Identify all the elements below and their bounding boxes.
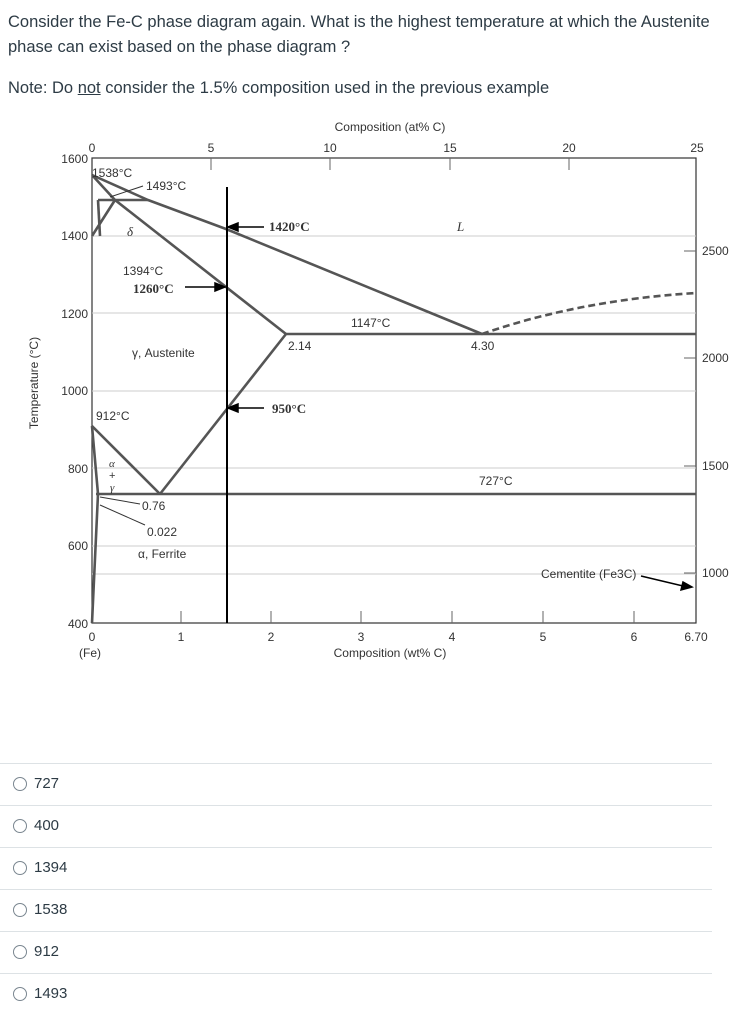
left-tick-600: 600 xyxy=(68,539,88,553)
label-076: 0.76 xyxy=(142,499,166,513)
top-axis-title: Composition (at% C) xyxy=(335,120,446,134)
acm-line xyxy=(158,333,288,495)
label-1538: 1538°C xyxy=(92,166,132,180)
option-label[interactable]: 400 xyxy=(34,817,60,834)
label-727: 727°C xyxy=(479,474,513,488)
left-tick-1400: 1400 xyxy=(61,229,88,243)
radio-button[interactable] xyxy=(13,987,27,1001)
label-1394: 1394°C xyxy=(123,264,163,278)
label-1420: 1420°C xyxy=(269,219,310,234)
bottom-tick-5: 5 xyxy=(540,630,547,644)
question-text: Consider the Fe-C phase diagram again. W… xyxy=(8,13,710,56)
bottom-tick-1: 1 xyxy=(178,630,185,644)
fe-c-phase-diagram: Composition (at% C) 0 5 10 15 20 25 Temp… xyxy=(27,120,729,660)
right-tick-2000: 2000 xyxy=(702,351,729,365)
right-tick-2500: 2500 xyxy=(702,244,729,258)
bottom-tick-marks xyxy=(180,611,635,623)
top-tick-25: 25 xyxy=(690,141,704,155)
right-tick-1000: 1000 xyxy=(702,566,729,580)
bottom-tick-2: 2 xyxy=(268,630,275,644)
top-tick-15: 15 xyxy=(443,141,457,155)
label-liquid: L xyxy=(456,219,464,234)
note-suffix: consider the 1.5% composition used in th… xyxy=(100,79,550,97)
bottom-tick-3: 3 xyxy=(358,630,365,644)
label-austenite: γ, Austenite xyxy=(132,346,195,360)
left-tick-1000: 1000 xyxy=(61,384,88,398)
option-727[interactable]: 727 xyxy=(0,763,712,805)
top-tick-20: 20 xyxy=(562,141,576,155)
option-label[interactable]: 1493 xyxy=(34,985,68,1002)
question-note: Note: Do not consider the 1.5% compositi… xyxy=(8,79,549,98)
left-tick-1200: 1200 xyxy=(61,307,88,321)
radio-button[interactable] xyxy=(13,945,27,959)
option-1493[interactable]: 1493 xyxy=(0,973,712,1015)
label-950: 950°C xyxy=(272,401,306,416)
label-1493: 1493°C xyxy=(146,179,186,193)
solidus xyxy=(114,198,287,336)
label-alpha-gamma-a: α xyxy=(109,458,115,470)
top-ticks: 0 5 10 15 20 25 xyxy=(89,141,704,155)
right-ticks: 2500 2000 1500 1000 xyxy=(702,244,729,580)
arrows xyxy=(185,221,694,592)
bottom-tick-0: 0 xyxy=(89,630,96,644)
label-430: 4.30 xyxy=(471,339,495,353)
left-ticks: 1600 1400 1200 1000 800 600 400 xyxy=(61,152,88,631)
option-label[interactable]: 1394 xyxy=(34,859,68,876)
option-label[interactable]: 912 xyxy=(34,943,60,960)
pointer-1493 xyxy=(109,185,144,198)
label-1260: 1260°C xyxy=(133,281,174,296)
right-tick-marks xyxy=(684,250,696,574)
label-1147: 1147°C xyxy=(351,316,391,330)
radio-button[interactable] xyxy=(13,777,27,791)
bottom-tick-6: 6 xyxy=(631,630,638,644)
liquidus-right-dashed xyxy=(481,291,697,336)
option-400[interactable]: 400 xyxy=(0,805,712,847)
left-tick-1600: 1600 xyxy=(61,152,88,166)
note-prefix: Note: Do xyxy=(8,79,78,97)
option-label[interactable]: 727 xyxy=(34,775,60,792)
bottom-tick-670: 6.70 xyxy=(684,630,708,644)
bottom-axis-title: Composition (wt% C) xyxy=(334,646,447,660)
liquidus-left xyxy=(91,173,483,336)
label-912: 912°C xyxy=(96,409,130,423)
delta-gamma-boundary xyxy=(96,199,102,237)
top-tick-0: 0 xyxy=(89,141,96,155)
gridlines xyxy=(92,235,696,575)
label-214: 2.14 xyxy=(288,339,312,353)
pointer-076 xyxy=(99,496,141,505)
radio-button[interactable] xyxy=(13,861,27,875)
radio-button[interactable] xyxy=(13,903,27,917)
option-1394[interactable]: 1394 xyxy=(0,847,712,889)
bottom-ticks: 0 1 2 3 4 5 6 6.70 xyxy=(89,630,708,644)
a3-line xyxy=(91,425,161,495)
bottom-tick-4: 4 xyxy=(449,630,456,644)
top-tick-5: 5 xyxy=(208,141,215,155)
label-cementite: Cementite (Fe3C) xyxy=(541,567,636,581)
option-label[interactable]: 1538 xyxy=(34,901,68,918)
bottom-origin-label: (Fe) xyxy=(79,646,101,660)
top-tick-marks xyxy=(210,158,570,170)
label-0022: 0.022 xyxy=(147,525,177,539)
radio-button[interactable] xyxy=(13,819,27,833)
top-tick-10: 10 xyxy=(323,141,337,155)
option-1538[interactable]: 1538 xyxy=(0,889,712,931)
option-912[interactable]: 912 xyxy=(0,931,712,973)
note-underlined: not xyxy=(77,79,101,97)
left-axis-title: Temperature (°C) xyxy=(27,337,41,429)
phase-boundaries xyxy=(90,173,696,624)
alpha-boundary xyxy=(90,425,100,624)
right-tick-1500: 1500 xyxy=(702,459,729,473)
label-ferrite: α, Ferrite xyxy=(138,547,187,561)
answer-options: 727 400 1394 1538 912 1493 xyxy=(0,763,712,1015)
left-tick-800: 800 xyxy=(68,462,88,476)
label-alpha-gamma-plus: + xyxy=(109,470,115,482)
left-tick-400: 400 xyxy=(68,617,88,631)
label-delta: δ xyxy=(127,224,134,239)
pointer-0022 xyxy=(99,504,146,526)
label-alpha-gamma-g: γ xyxy=(110,482,115,494)
